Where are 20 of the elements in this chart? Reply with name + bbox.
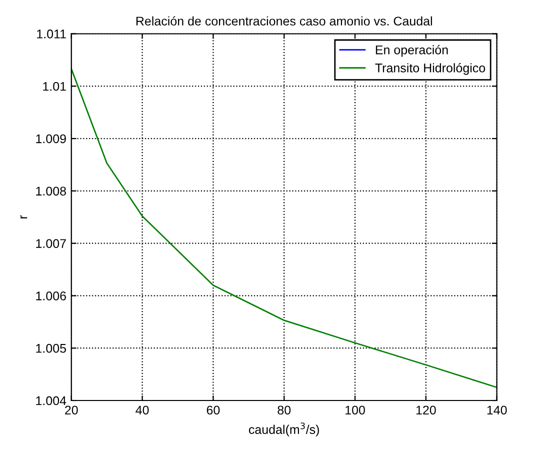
chart-title: Relación de concentraciones caso amonio vs. Caudal — [136, 16, 432, 26]
y-tick-label: 1.01 — [43, 82, 66, 91]
x-tick-label: 60 — [206, 406, 220, 415]
x-tick-label: 120 — [416, 406, 436, 415]
y-tick-label: 1.011 — [37, 30, 66, 38]
y-tick-label: 1.007 — [36, 239, 66, 248]
x-tick-label: 100 — [346, 406, 365, 415]
y-tick-label: 1.005 — [36, 344, 66, 353]
x-tick-label: 40 — [136, 406, 149, 415]
legend-label: Transito Hidrológico — [375, 63, 486, 75]
x-tick-label: 80 — [278, 406, 291, 415]
y-axis-title: r — [20, 215, 28, 218]
y-tick-label: 1.004 — [36, 396, 66, 406]
y-tick-label: 1.009 — [36, 134, 66, 144]
x-axis-title: caudal(m$^{3}$/s) — [248, 422, 319, 436]
legend-label: En operación — [376, 45, 448, 57]
y-tick-label: 1.008 — [36, 186, 66, 196]
x-tick-label: 140 — [487, 406, 507, 415]
x-tick-label: 20 — [65, 406, 78, 415]
y-tick-label: 1.006 — [36, 292, 66, 300]
